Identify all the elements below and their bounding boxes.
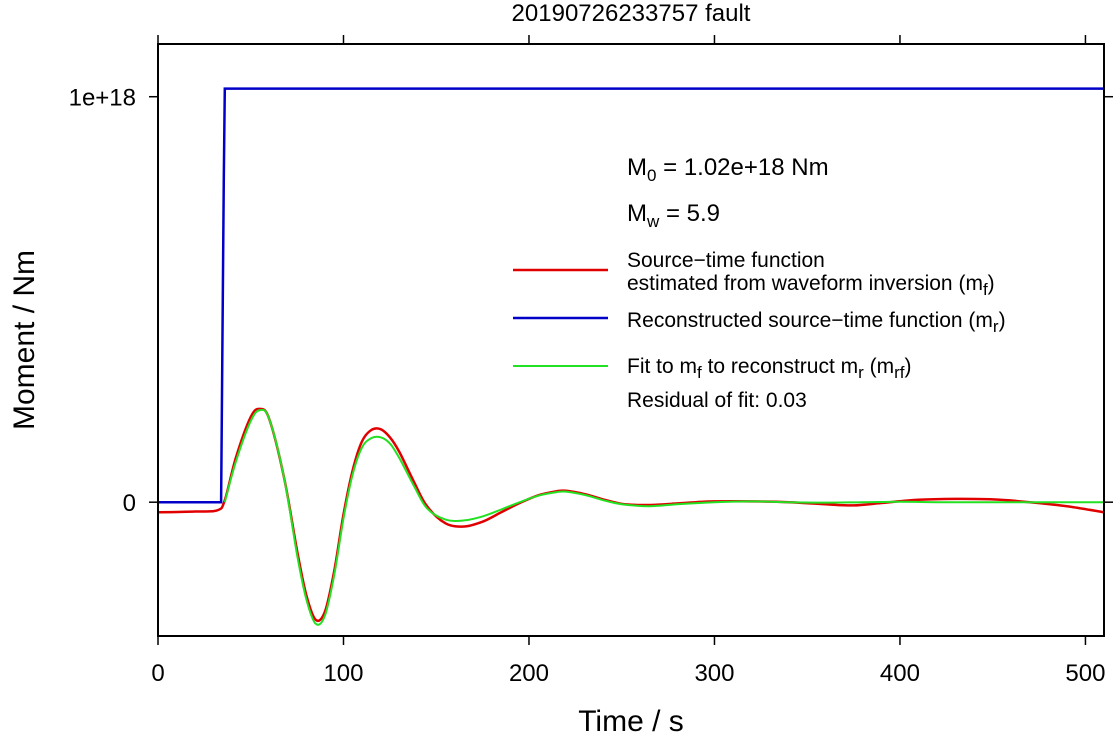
axes-layer: 0 100 200 300 400 500 0 1e+18 <box>69 35 1113 687</box>
y-axis-title: Moment / Nm <box>8 250 41 430</box>
x-tick-label: 200 <box>509 660 549 687</box>
moment-magnitude-annotation: Mw = 5.9 <box>627 200 720 231</box>
legend-label: Source−time function <box>627 249 825 272</box>
series-fit <box>223 408 1104 626</box>
plot-frame <box>157 43 1105 637</box>
x-tick-label: 500 <box>1065 660 1105 687</box>
legend-label: estimated from waveform inversion (mf) <box>627 272 995 299</box>
residual-annotation: Residual of fit: 0.03 <box>627 389 807 412</box>
series-stf-estimated <box>157 407 1105 623</box>
seismic-moment-annotation: M0 = 1.02e+18 Nm <box>627 154 829 185</box>
y-tick-label: 0 <box>123 490 136 517</box>
legend-label: Reconstructed source−time function (mr) <box>627 309 1006 336</box>
legend-label: Fit to mf to reconstruct mr (mrf) <box>627 355 912 382</box>
chart-title: 20190726233757 fault <box>512 0 751 27</box>
x-tick-label: 300 <box>694 660 734 687</box>
series-layer <box>157 87 1105 626</box>
x-tick-label: 400 <box>880 660 920 687</box>
series-stf-reconstructed <box>158 87 1104 504</box>
y-tick-label: 1e+18 <box>69 85 136 112</box>
x-axis-title: Time / s <box>578 705 684 736</box>
x-tick-label: 0 <box>151 660 164 687</box>
x-tick-label: 100 <box>323 660 363 687</box>
annotation-layer: M0 = 1.02e+18 Nm Mw = 5.9 Residual of fit:… <box>627 154 829 412</box>
